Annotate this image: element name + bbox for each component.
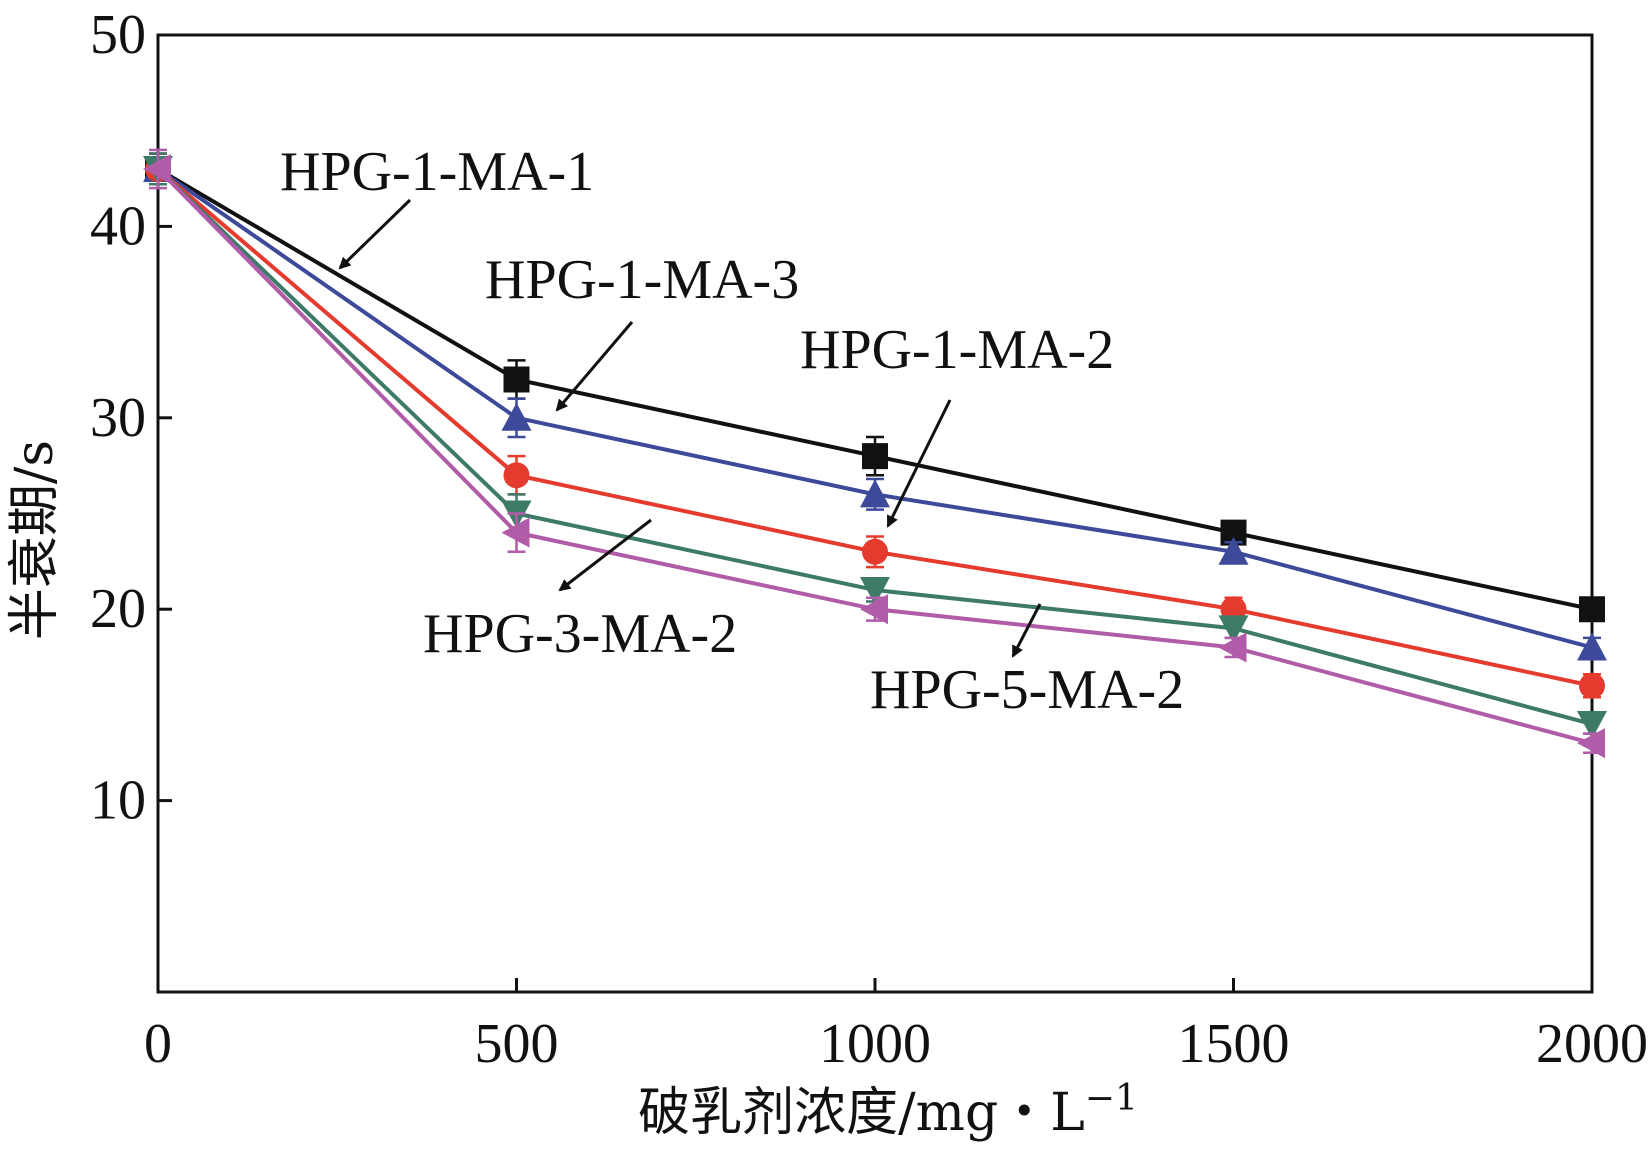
y-tick-label: 10 xyxy=(90,770,146,832)
y-tick-label: 40 xyxy=(90,195,146,257)
x-tick-label: 2000 xyxy=(1536,1013,1648,1075)
annotation-hpg-3-ma-2: HPG-3-MA-2 xyxy=(423,518,737,665)
annotation-arrow xyxy=(1011,603,1042,658)
data-point xyxy=(860,594,888,625)
annotation-arrow xyxy=(338,198,412,270)
data-point xyxy=(503,366,530,393)
annotation-arrow xyxy=(886,399,952,528)
series-hpg-5-ma-2 xyxy=(143,148,1605,759)
x-tick-label: 0 xyxy=(144,1013,172,1075)
data-point xyxy=(503,462,530,489)
data-point xyxy=(1577,728,1605,759)
x-axis-title-superscript: −1 xyxy=(1085,1078,1138,1119)
x-tick-label: 1500 xyxy=(1178,1013,1290,1075)
annotation-hpg-5-ma-2: HPG-5-MA-2 xyxy=(870,603,1184,721)
data-point xyxy=(1218,615,1249,644)
y-tick-label: 50 xyxy=(90,4,146,66)
annotation-arrow xyxy=(558,518,652,592)
annotation-arrow xyxy=(555,321,634,412)
annotation-label: HPG-3-MA-2 xyxy=(423,603,737,665)
data-point xyxy=(862,443,888,470)
y-tick-label: 30 xyxy=(90,387,146,449)
series-line xyxy=(156,167,1593,650)
annotation-hpg-1-ma-3: HPG-1-MA-3 xyxy=(485,249,799,412)
data-point xyxy=(862,538,888,565)
data-point xyxy=(860,479,890,508)
data-point xyxy=(501,402,532,431)
y-tick-label: 20 xyxy=(90,578,146,640)
y-axis-title: 半衰期/s xyxy=(5,440,65,640)
x-axis-title: 破乳剂浓度/mg・L−1 xyxy=(638,1078,1138,1143)
series-hpg-1-ma-3 xyxy=(143,152,1607,661)
data-point xyxy=(1220,519,1247,546)
data-point xyxy=(1579,672,1605,699)
series-hpg-1-ma-2 xyxy=(145,152,1605,699)
annotation-label: HPG-1-MA-3 xyxy=(485,249,799,311)
x-axis-title-main: 破乳剂浓度/mg・L xyxy=(638,1083,1085,1143)
x-tick-label: 1000 xyxy=(819,1013,931,1075)
data-point xyxy=(1218,536,1249,565)
annotation-hpg-1-ma-1: HPG-1-MA-1 xyxy=(280,141,594,270)
data-point xyxy=(860,577,890,606)
annotation-label: HPG-5-MA-2 xyxy=(870,659,1184,721)
data-point xyxy=(1577,711,1607,740)
data-point xyxy=(1579,596,1605,623)
annotation-hpg-1-ma-2: HPG-1-MA-2 xyxy=(800,319,1114,528)
data-point xyxy=(143,153,171,184)
annotation-label: HPG-1-MA-1 xyxy=(280,141,594,203)
data-point xyxy=(1577,632,1607,661)
annotation-label: HPG-1-MA-2 xyxy=(800,319,1114,381)
x-tick-label: 500 xyxy=(475,1013,559,1075)
data-point xyxy=(501,517,530,548)
data-point xyxy=(1218,632,1247,663)
